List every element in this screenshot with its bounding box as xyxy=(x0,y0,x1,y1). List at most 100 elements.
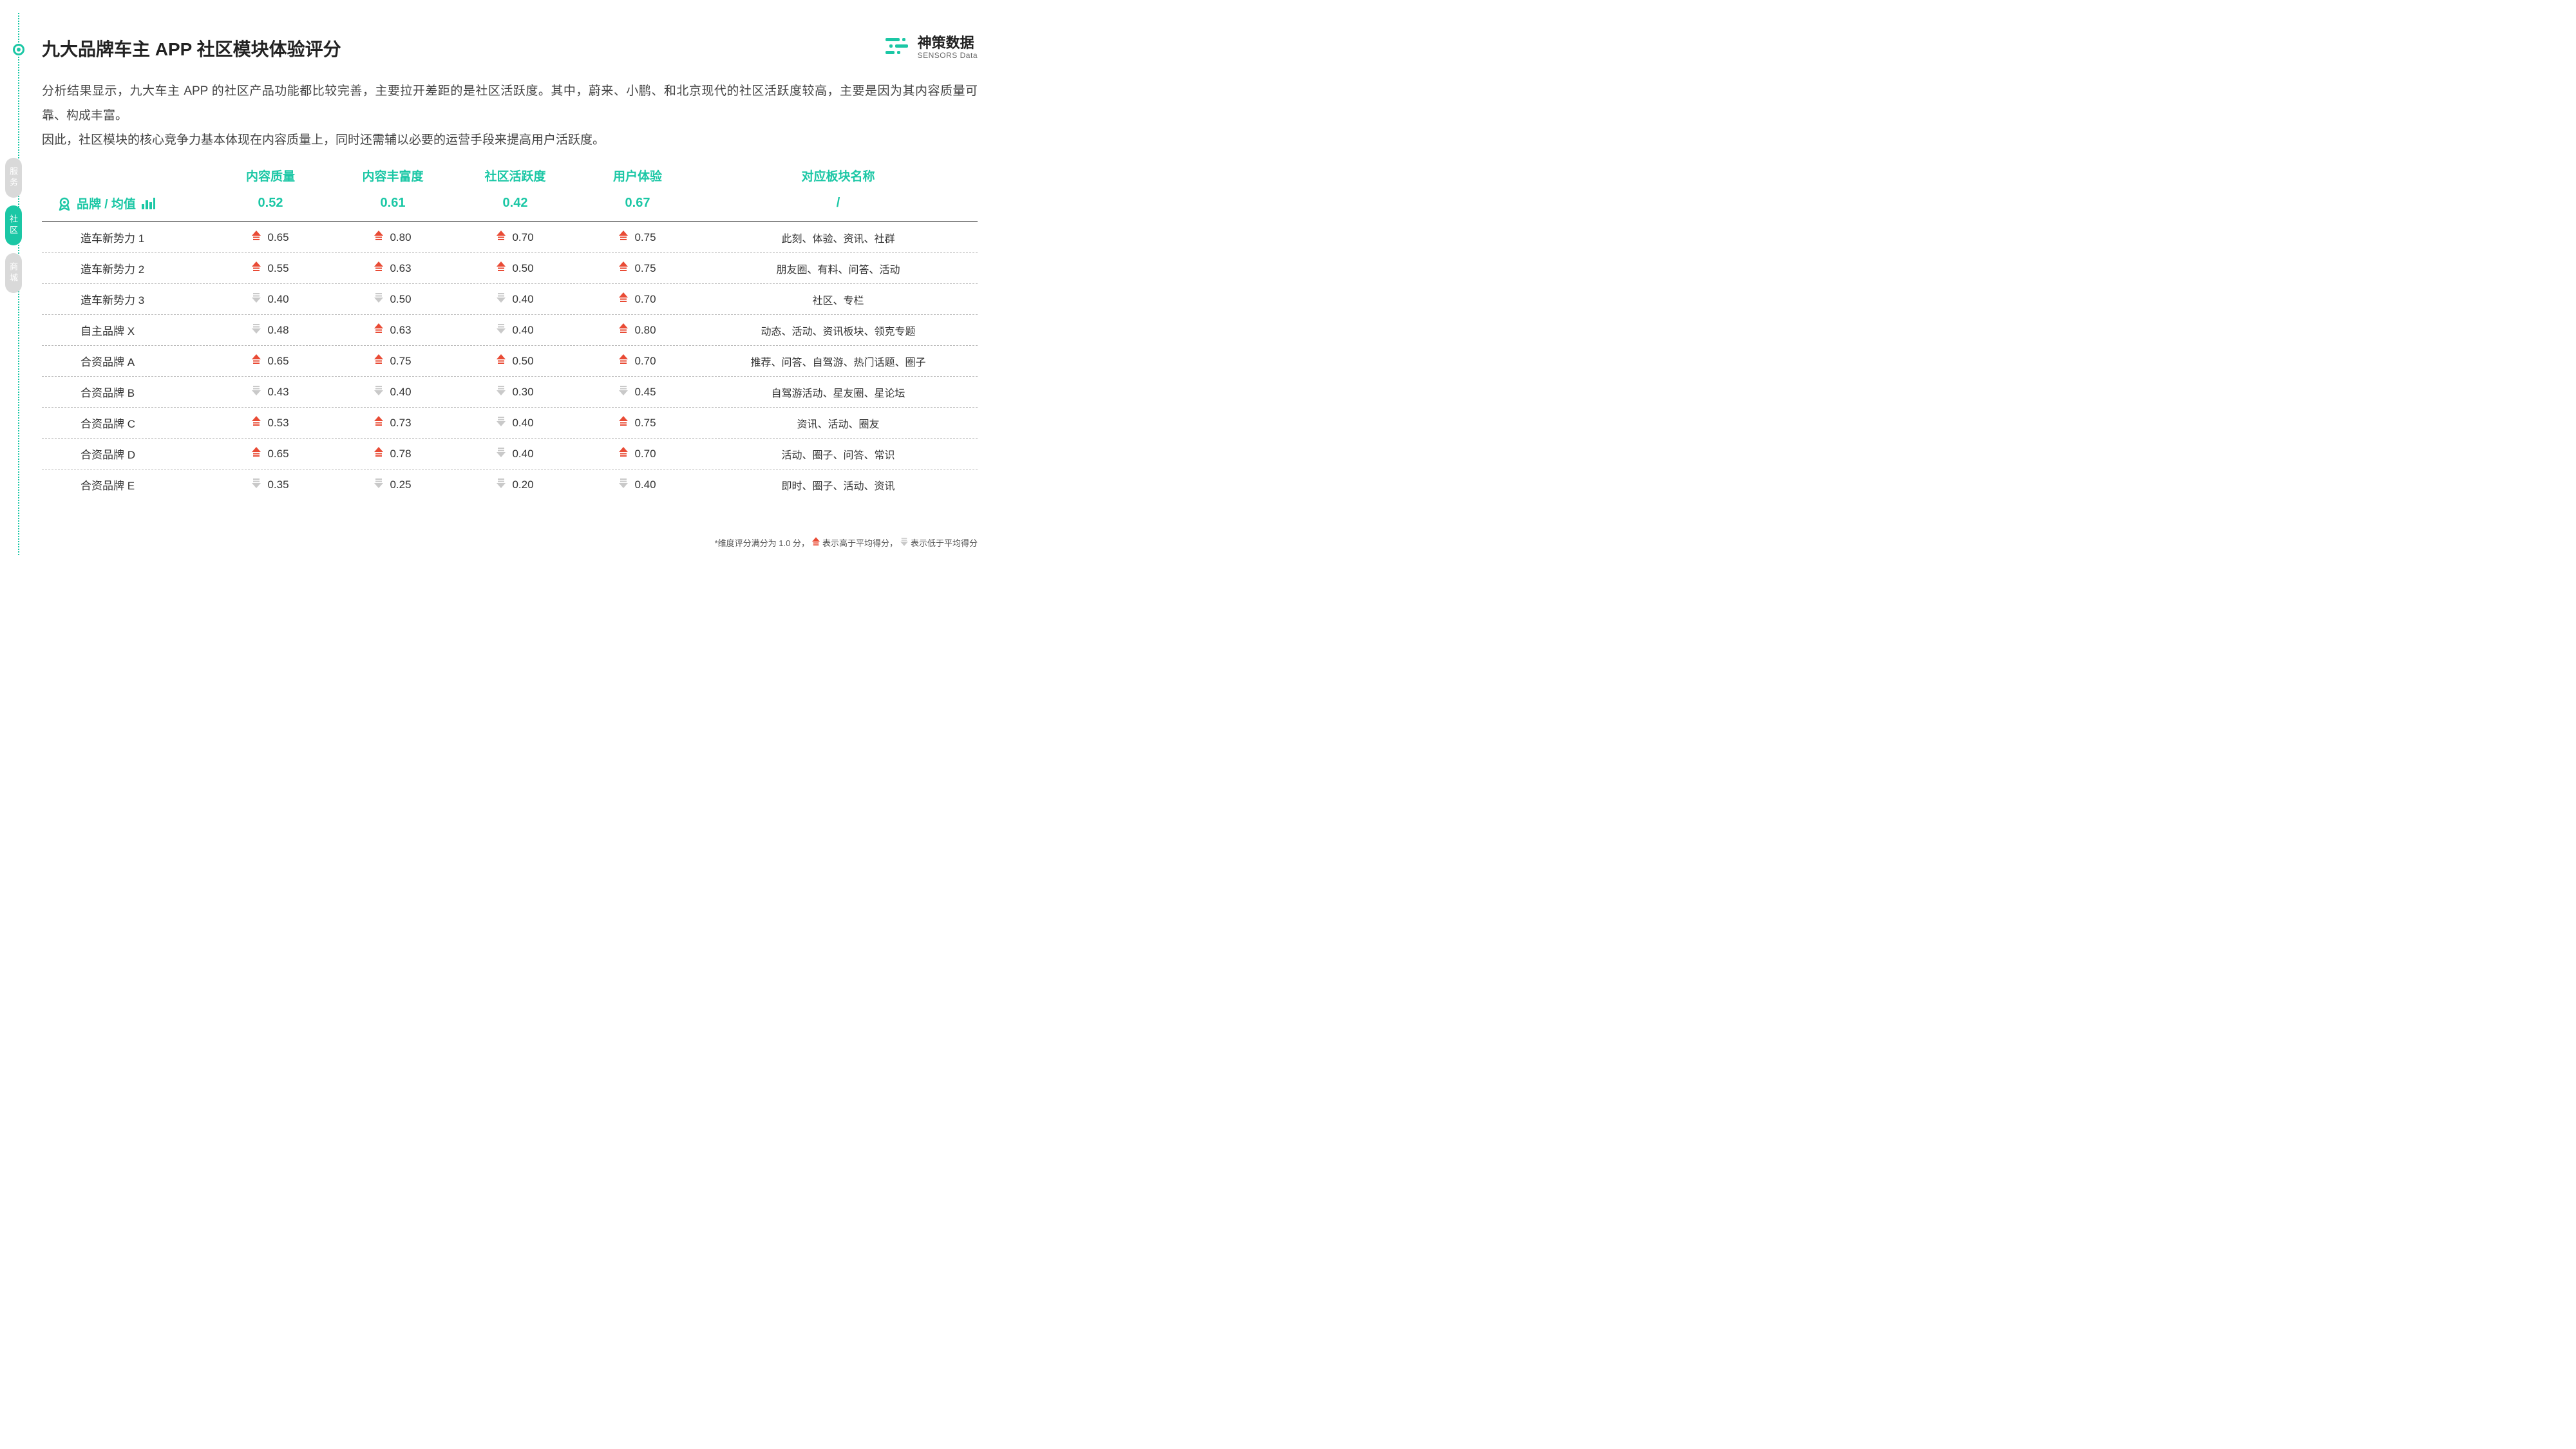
arrow-up-icon xyxy=(812,537,820,548)
score-cell: 0.40 xyxy=(576,478,699,491)
average-value: 0.67 xyxy=(576,196,699,211)
score-cell: 0.40 xyxy=(454,447,576,460)
brand-name: 合资品牌 B xyxy=(42,384,209,400)
score-cell: 0.40 xyxy=(209,292,332,306)
badge-icon xyxy=(57,196,71,211)
column-header: 内容丰富度 xyxy=(332,167,454,184)
arrow-down-icon xyxy=(497,292,506,306)
sections-cell: 此刻、体验、资讯、社群 xyxy=(699,230,978,245)
arrow-up-icon xyxy=(619,323,628,337)
score-cell: 0.25 xyxy=(332,478,454,491)
arrow-up-icon xyxy=(374,447,383,460)
side-tab[interactable]: 商城 xyxy=(5,253,22,293)
arrow-up-icon xyxy=(374,261,383,275)
score-cell: 0.40 xyxy=(454,416,576,430)
arrow-up-icon xyxy=(619,447,628,460)
arrow-up-icon xyxy=(374,354,383,368)
arrow-up-icon xyxy=(374,231,383,244)
page-title: 九大品牌车主 APP 社区模块体验评分 xyxy=(42,35,978,61)
brand-name: 造车新势力 2 xyxy=(42,260,209,276)
table-row: 合资品牌 E 0.35 0.25 0.20 0.40即时、圈子、活动、资讯 xyxy=(42,469,978,500)
arrow-up-icon xyxy=(619,231,628,244)
arrow-down-icon xyxy=(497,323,506,337)
score-cell: 0.30 xyxy=(454,385,576,399)
arrow-down-icon xyxy=(374,478,383,491)
side-tab[interactable]: 社区 xyxy=(5,205,22,245)
arrow-down-icon xyxy=(252,292,261,306)
score-cell: 0.75 xyxy=(576,231,699,244)
score-cell: 0.70 xyxy=(576,354,699,368)
score-cell: 0.73 xyxy=(332,416,454,430)
sections-cell: 即时、圈子、活动、资讯 xyxy=(699,477,978,493)
arrow-down-icon xyxy=(619,385,628,399)
arrow-up-icon xyxy=(619,261,628,275)
arrow-up-icon xyxy=(252,354,261,368)
table-row: 合资品牌 D 0.65 0.78 0.40 0.70活动、圈子、问答、常识 xyxy=(42,439,978,469)
score-cell: 0.70 xyxy=(576,447,699,460)
score-cell: 0.35 xyxy=(209,478,332,491)
arrow-up-icon xyxy=(619,416,628,430)
arrow-up-icon xyxy=(252,231,261,244)
arrow-up-icon xyxy=(374,323,383,337)
row-header-label: 品牌 / 均值 xyxy=(42,194,209,212)
score-cell: 0.80 xyxy=(576,323,699,337)
score-cell: 0.50 xyxy=(454,261,576,275)
table-row: 自主品牌 X 0.48 0.63 0.40 0.80动态、活动、资讯板块、领克专… xyxy=(42,315,978,346)
score-cell: 0.40 xyxy=(332,385,454,399)
arrow-up-icon xyxy=(619,292,628,306)
footnote: *维度评分满分为 1.0 分， 表示高于平均得分， 表示低于平均得分 xyxy=(715,536,978,549)
score-cell: 0.20 xyxy=(454,478,576,491)
arrow-up-icon xyxy=(252,447,261,460)
sections-cell: 活动、圈子、问答、常识 xyxy=(699,446,978,462)
arrow-down-icon xyxy=(497,478,506,491)
score-cell: 0.80 xyxy=(332,231,454,244)
title-bullet-icon xyxy=(13,44,24,55)
arrow-down-icon xyxy=(252,478,261,491)
score-cell: 0.55 xyxy=(209,261,332,275)
arrow-down-icon xyxy=(374,385,383,399)
score-cell: 0.75 xyxy=(576,261,699,275)
average-value: / xyxy=(699,196,978,211)
average-value: 0.52 xyxy=(209,196,332,211)
arrow-up-icon xyxy=(252,416,261,430)
score-cell: 0.53 xyxy=(209,416,332,430)
brand-name: 造车新势力 1 xyxy=(42,229,209,245)
side-tabs: 服务社区商城 xyxy=(5,158,22,293)
score-table: 内容质量内容丰富度社区活跃度用户体验对应板块名称 品牌 / 均值 0.520.6… xyxy=(42,167,978,500)
sections-cell: 朋友圈、有料、问答、活动 xyxy=(699,261,978,276)
arrow-down-icon xyxy=(497,385,506,399)
column-header: 用户体验 xyxy=(576,167,699,184)
arrow-up-icon xyxy=(619,354,628,368)
sections-cell: 动态、活动、资讯板块、领克专题 xyxy=(699,323,978,338)
bars-icon xyxy=(141,198,155,209)
brand-name: 合资品牌 A xyxy=(42,353,209,369)
score-cell: 0.75 xyxy=(576,416,699,430)
score-cell: 0.65 xyxy=(209,231,332,244)
arrow-up-icon xyxy=(497,231,506,244)
score-cell: 0.50 xyxy=(454,354,576,368)
sections-cell: 社区、专栏 xyxy=(699,292,978,307)
score-cell: 0.40 xyxy=(454,292,576,306)
brand-name: 合资品牌 E xyxy=(42,477,209,493)
score-cell: 0.63 xyxy=(332,323,454,337)
score-cell: 0.50 xyxy=(332,292,454,306)
score-cell: 0.63 xyxy=(332,261,454,275)
column-header: 社区活跃度 xyxy=(454,167,576,184)
sections-cell: 资讯、活动、圈友 xyxy=(699,415,978,431)
brand-name: 造车新势力 3 xyxy=(42,291,209,307)
column-header: 对应板块名称 xyxy=(699,167,978,184)
score-cell: 0.45 xyxy=(576,385,699,399)
average-value: 0.61 xyxy=(332,196,454,211)
score-cell: 0.48 xyxy=(209,323,332,337)
table-row: 造车新势力 1 0.65 0.80 0.70 0.75此刻、体验、资讯、社群 xyxy=(42,222,978,253)
arrow-up-icon xyxy=(374,416,383,430)
arrow-down-icon xyxy=(497,447,506,460)
arrow-up-icon xyxy=(252,261,261,275)
score-cell: 0.70 xyxy=(454,231,576,244)
arrow-down-icon xyxy=(252,385,261,399)
sections-cell: 推荐、问答、自驾游、热门话题、圈子 xyxy=(699,354,978,369)
sections-cell: 自驾游活动、星友圈、星论坛 xyxy=(699,384,978,400)
side-tab[interactable]: 服务 xyxy=(5,158,22,198)
table-row: 合资品牌 B 0.43 0.40 0.30 0.45自驾游活动、星友圈、星论坛 xyxy=(42,377,978,408)
column-header: 内容质量 xyxy=(209,167,332,184)
